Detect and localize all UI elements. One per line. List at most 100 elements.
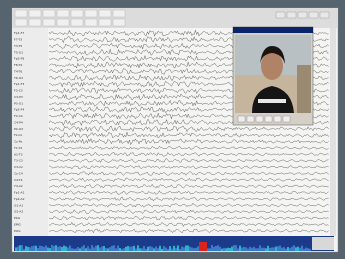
toolbar-button[interactable] — [71, 10, 83, 17]
toolbar-button[interactable] — [99, 10, 111, 17]
spectrum-column — [187, 245, 189, 251]
nav-button[interactable] — [309, 12, 318, 18]
nav-button[interactable] — [298, 12, 307, 18]
toolbar-button[interactable] — [113, 19, 125, 26]
video-button[interactable] — [247, 116, 254, 122]
spectrum-column — [129, 247, 131, 251]
spectrum-column — [161, 249, 163, 251]
scrollbar[interactable] — [330, 28, 336, 236]
spectrum-column — [133, 246, 135, 251]
spectrum-column — [81, 247, 83, 251]
spectrum-column — [97, 245, 99, 251]
channel-label: EOG — [14, 229, 21, 233]
spectrum-column — [55, 245, 57, 251]
channel-label: O2-A2 — [14, 210, 23, 214]
spectrum-column — [269, 248, 271, 251]
channel-label: Fp2-F4 — [14, 108, 24, 112]
spectrum-column — [307, 248, 309, 251]
spectrum-column — [235, 245, 237, 251]
spectrum-column — [263, 248, 265, 251]
spectrum-column — [295, 247, 297, 251]
spectrum-column — [167, 249, 169, 251]
toolbar-button[interactable] — [71, 19, 83, 26]
spectrum-column — [153, 248, 155, 251]
channel-label: T6-O2 — [13, 76, 23, 80]
spectrum-column — [233, 245, 235, 251]
spectrum-column — [87, 246, 89, 251]
spectrum-column — [197, 246, 199, 251]
spectrum-column — [91, 245, 93, 251]
toolbar-button[interactable] — [29, 19, 41, 26]
toolbar-button[interactable] — [15, 19, 27, 26]
spectrum-column — [229, 248, 231, 251]
toolbar-button[interactable] — [15, 10, 27, 17]
toolbar-button[interactable] — [43, 10, 55, 17]
spectrum-column — [169, 246, 171, 251]
spectrum-column — [275, 247, 277, 251]
spectrum-column — [67, 248, 69, 251]
spectrum-column — [63, 246, 65, 251]
video-button[interactable] — [238, 116, 245, 122]
spectrum-column — [39, 246, 41, 251]
spectrum-column — [223, 248, 225, 251]
nav-button[interactable] — [287, 12, 296, 18]
toolbar-button[interactable] — [43, 19, 55, 26]
channel-label: A1-T3 — [14, 152, 23, 156]
spectrum-column — [271, 247, 273, 251]
video-button[interactable] — [274, 116, 281, 122]
spectrum-column — [177, 245, 179, 251]
video-button[interactable] — [256, 116, 263, 122]
toolbar-button[interactable] — [113, 10, 125, 17]
spectrum-column — [29, 247, 31, 251]
spectrum-column — [99, 247, 101, 251]
spectrum-column — [173, 246, 175, 251]
video-button[interactable] — [265, 116, 272, 122]
spectrum-column — [155, 247, 157, 251]
spectrum-column — [89, 249, 91, 251]
channel-label: Fp2-F8 — [14, 57, 24, 61]
spectrum-column — [93, 247, 95, 251]
spectrum-column — [51, 245, 53, 251]
spectrum-column — [199, 242, 201, 251]
spectrum-column — [105, 248, 107, 251]
channel-label: C4-P4 — [14, 120, 23, 124]
spectrum-column — [201, 242, 203, 251]
screen: Fp1-F7F7-T3T3-T5T5-O1Fp2-F8F8-T4T4-T6T6-… — [0, 0, 345, 259]
spectrum-column — [149, 246, 151, 251]
spectrum-column — [85, 248, 87, 251]
video-title-bar — [233, 27, 313, 33]
spectrum-column — [31, 246, 33, 251]
spectrum-column — [297, 247, 299, 251]
spectrum-column — [305, 248, 307, 251]
toolbar-button[interactable] — [99, 19, 111, 26]
spectrum-column — [143, 246, 145, 251]
channel-label: C3-Cz — [14, 165, 23, 169]
spectrum-column — [195, 248, 197, 251]
spectrum-column — [265, 248, 267, 251]
spectrum-column — [309, 249, 311, 251]
toolbar-button[interactable] — [29, 10, 41, 17]
nav-button[interactable] — [320, 12, 329, 18]
spectrum-column — [21, 245, 23, 251]
spectrum-column — [101, 246, 103, 251]
spectrum-column — [159, 246, 161, 251]
spectrum-column — [107, 248, 109, 251]
spectrum-column — [137, 245, 139, 251]
toolbar-button[interactable] — [57, 19, 69, 26]
spectrum-column — [259, 245, 261, 251]
spectrum-column — [175, 248, 177, 251]
video-button[interactable] — [283, 116, 290, 122]
nav-button[interactable] — [276, 12, 285, 18]
channel-label: F8-T4 — [14, 63, 22, 67]
spectrum-column — [123, 248, 125, 251]
toolbar-button[interactable] — [85, 19, 97, 26]
spectrum-column — [277, 246, 279, 251]
spectrum-column — [165, 248, 167, 251]
spectrum-controls[interactable] — [312, 237, 334, 250]
spectrum-column — [203, 242, 205, 251]
channel-label: O1-A1 — [14, 203, 23, 207]
toolbar-button[interactable] — [85, 10, 97, 17]
spectrum-column — [205, 242, 207, 251]
toolbar-button[interactable] — [57, 10, 69, 17]
channel-label: F3-C3 — [14, 89, 23, 93]
